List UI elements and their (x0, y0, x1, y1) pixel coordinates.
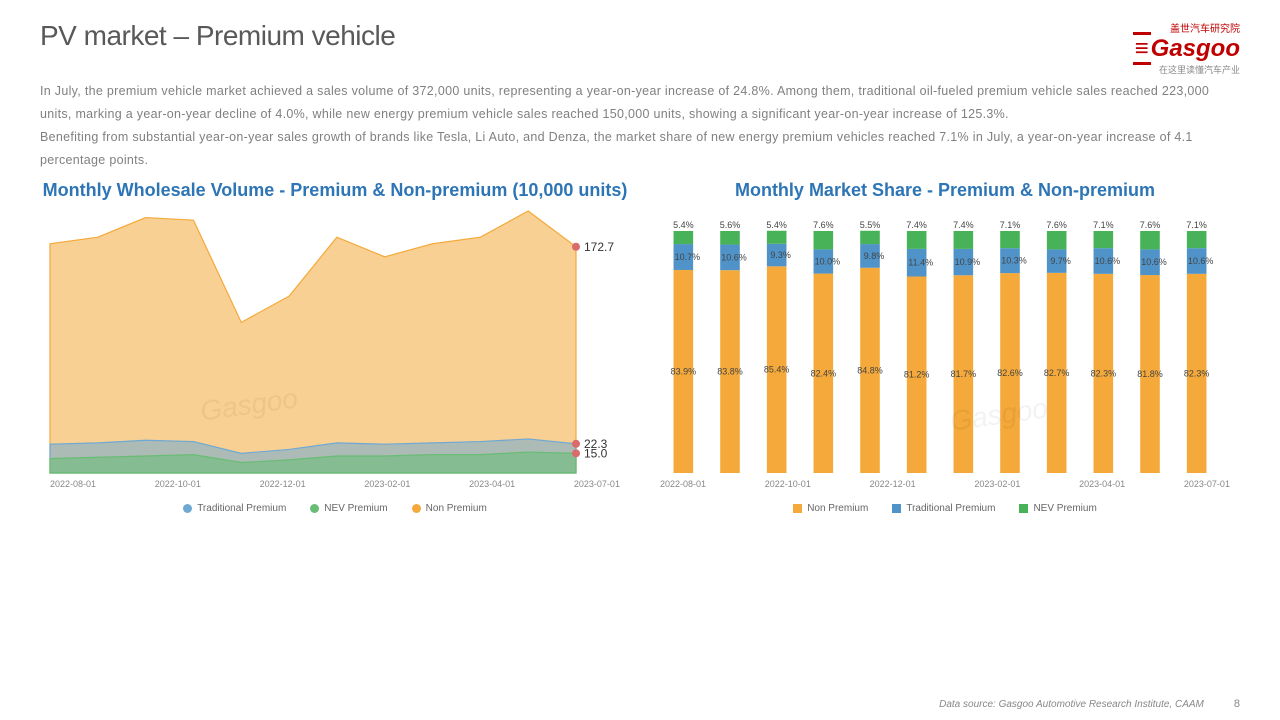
svg-text:7.1%: 7.1% (1186, 220, 1207, 230)
svg-text:82.3%: 82.3% (1091, 368, 1117, 378)
desc-p1: In July, the premium vehicle market achi… (40, 80, 1240, 126)
svg-text:7.4%: 7.4% (906, 220, 927, 230)
svg-text:7.6%: 7.6% (1140, 220, 1161, 230)
svg-text:10.6%: 10.6% (721, 252, 747, 262)
bar-chart-svg: 83.9% 10.7% 5.4% 83.8% 10.6% 5.6% 85.4% 9.3% 5.4… (650, 207, 1230, 477)
legend-item: NEV Premium (310, 503, 387, 514)
svg-text:15.0: 15.0 (584, 446, 608, 460)
data-source: Data source: Gasgoo Automotive Research … (939, 699, 1204, 710)
svg-text:5.4%: 5.4% (673, 220, 694, 230)
svg-text:10.0%: 10.0% (815, 256, 841, 266)
area-chart: Monthly Wholesale Volume - Premium & Non… (40, 179, 630, 515)
legend-item: NEV Premium (1019, 503, 1096, 514)
desc-p2: Benefiting from substantial year-on-year… (40, 126, 1240, 172)
svg-text:81.7%: 81.7% (951, 369, 977, 379)
svg-text:82.3%: 82.3% (1184, 368, 1210, 378)
svg-text:5.5%: 5.5% (860, 220, 881, 230)
svg-text:10.6%: 10.6% (1141, 257, 1167, 267)
svg-text:7.6%: 7.6% (1046, 220, 1067, 230)
charts-row: Monthly Wholesale Volume - Premium & Non… (0, 173, 1280, 515)
svg-text:81.2%: 81.2% (904, 370, 930, 380)
svg-text:81.8%: 81.8% (1137, 369, 1163, 379)
svg-text:7.4%: 7.4% (953, 220, 974, 230)
svg-text:83.9%: 83.9% (671, 366, 697, 376)
bar-legend: Non Premium Traditional Premium NEV Premiu… (650, 503, 1240, 514)
description: In July, the premium vehicle market achi… (0, 80, 1280, 173)
svg-text:85.4%: 85.4% (764, 365, 790, 375)
svg-text:11.4%: 11.4% (908, 258, 933, 268)
bar-chart: Monthly Market Share - Premium & Non-pre… (650, 179, 1240, 515)
svg-text:7.1%: 7.1% (1000, 220, 1021, 230)
area-x-axis: 2022-08-012022-10-012022-12-012023-02-01… (40, 477, 630, 489)
svg-text:5.6%: 5.6% (720, 220, 741, 230)
svg-text:10.6%: 10.6% (1188, 256, 1214, 266)
svg-text:82.4%: 82.4% (811, 368, 837, 378)
svg-text:9.3%: 9.3% (770, 250, 791, 260)
svg-text:5.4%: 5.4% (766, 220, 787, 230)
svg-text:7.1%: 7.1% (1093, 220, 1114, 230)
logo: 盖世汽车研究院 ≡Gasgoo 在这里读懂汽车产业 (1133, 20, 1240, 76)
svg-text:82.7%: 82.7% (1044, 368, 1070, 378)
svg-text:172.7: 172.7 (584, 240, 614, 254)
svg-text:10.9%: 10.9% (955, 257, 981, 267)
svg-text:9.8%: 9.8% (864, 251, 885, 261)
svg-text:84.8%: 84.8% (857, 365, 883, 375)
svg-text:83.8%: 83.8% (717, 367, 743, 377)
footer: Data source: Gasgoo Automotive Research … (939, 698, 1240, 710)
svg-text:10.3%: 10.3% (1001, 256, 1027, 266)
page-title: PV market – Premium vehicle (40, 20, 395, 52)
bar-chart-title: Monthly Market Share - Premium & Non-pre… (650, 179, 1240, 202)
legend-item: Traditional Premium (183, 503, 286, 514)
svg-text:7.6%: 7.6% (813, 220, 834, 230)
legend-item: Traditional Premium (892, 503, 995, 514)
svg-text:10.7%: 10.7% (675, 252, 701, 262)
header: PV market – Premium vehicle 盖世汽车研究院 ≡Gas… (0, 0, 1280, 80)
legend-item: Non Premium (412, 503, 487, 514)
page-number: 8 (1234, 698, 1240, 710)
legend-item: Non Premium (793, 503, 868, 514)
bar-x-axis: 2022-08-012022-10-012022-12-012023-02-01… (650, 477, 1240, 489)
area-chart-svg: 172.722.315.0 (40, 207, 620, 477)
area-chart-title: Monthly Wholesale Volume - Premium & Non… (40, 179, 630, 202)
logo-main: ≡Gasgoo (1133, 35, 1240, 63)
svg-text:10.6%: 10.6% (1095, 256, 1121, 266)
svg-text:9.7%: 9.7% (1050, 256, 1071, 266)
svg-text:82.6%: 82.6% (997, 368, 1023, 378)
area-legend: Traditional Premium NEV Premium Non Premiu… (40, 503, 630, 514)
